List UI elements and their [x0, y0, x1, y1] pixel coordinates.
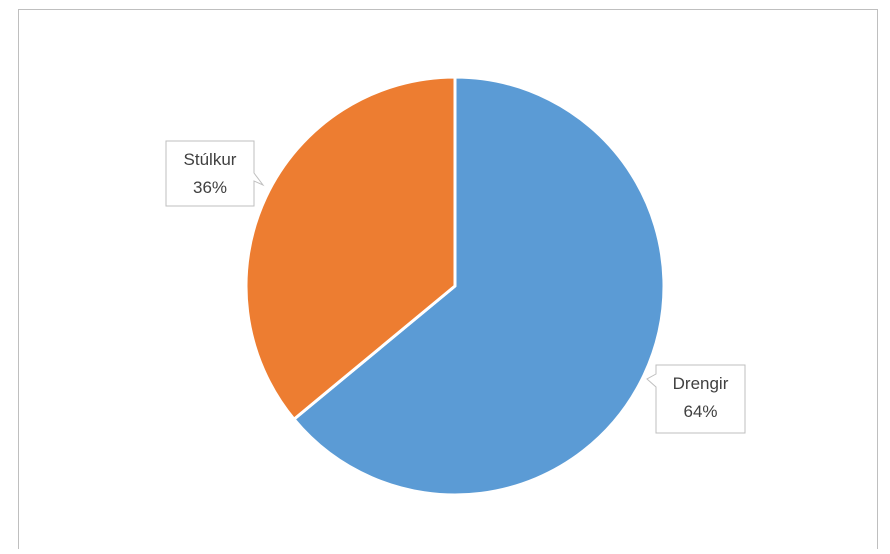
- callout-box: [165, 140, 265, 207]
- pie-data-labels: Drengir 64% Stúlkur 36%: [165, 140, 746, 434]
- data-label-value: 64%: [683, 402, 717, 421]
- data-label-drengir: Drengir 64%: [646, 364, 746, 434]
- pie-slices: [244, 75, 666, 497]
- pie-slice-stúlkur: [244, 75, 457, 421]
- data-label-stúlkur: Stúlkur 36%: [165, 140, 265, 207]
- pie-slice-drengir: [292, 75, 666, 497]
- callout-box: [646, 364, 746, 434]
- data-label-value: 36%: [193, 178, 227, 197]
- data-label-category: Stúlkur: [184, 150, 237, 169]
- data-label-category: Drengir: [673, 374, 729, 393]
